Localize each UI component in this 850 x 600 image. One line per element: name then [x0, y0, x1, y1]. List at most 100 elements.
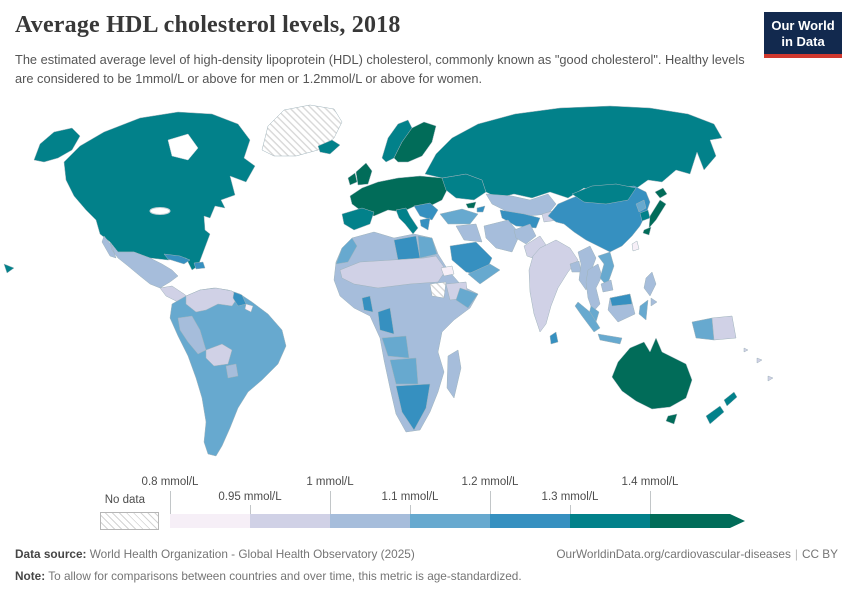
region-ireland[interactable] [347, 172, 358, 186]
legend-tick-mark-0 [170, 491, 171, 514]
region-guyana[interactable] [232, 291, 247, 307]
region-new-zealand[interactable] [705, 391, 738, 425]
note-line: Note: To allow for comparisons between c… [15, 568, 838, 585]
region-kazakhstan[interactable] [485, 193, 557, 217]
legend-tick-label-0: 0.8 mmol/L [141, 476, 199, 488]
legend-tick-label-4: 1.2 mmol/L [461, 476, 519, 488]
note-text: To allow for comparisons between countri… [45, 568, 522, 583]
region-thailand[interactable] [585, 263, 603, 313]
legend-segment-6[interactable] [650, 514, 730, 528]
region-cuba[interactable] [163, 253, 191, 265]
legend-segment-3[interactable] [410, 514, 490, 528]
legend-segment-1[interactable] [250, 514, 330, 528]
world-choropleth-map [3, 104, 774, 457]
region-ghana[interactable] [361, 295, 374, 313]
region-mongolia[interactable] [571, 183, 637, 205]
legend-no-data-label: No data [104, 494, 145, 506]
data-source-text: World Health Organization - Global Healt… [86, 547, 415, 561]
legend-tick-label-3: 1.1 mmol/L [381, 491, 439, 503]
region-afghanistan[interactable] [513, 223, 537, 245]
legend-tick-label-6: 1.4 mmol/L [621, 476, 679, 488]
region-uk[interactable] [355, 162, 373, 186]
region-philippines[interactable] [643, 271, 658, 307]
region-borneo-malaysia[interactable] [609, 293, 633, 307]
region-vietnam-laos[interactable] [597, 251, 615, 287]
legend-tick-label-5: 1.3 mmol/L [541, 491, 599, 503]
region-paraguay[interactable] [225, 363, 239, 379]
owid-logo-line2: in Data [781, 33, 825, 49]
region-colombia-venezuela[interactable] [185, 287, 239, 313]
region-taiwan[interactable] [631, 240, 640, 252]
legend-tick-label-2: 1 mmol/L [306, 476, 354, 488]
region-spain-portugal[interactable] [341, 207, 375, 231]
region-italy[interactable] [395, 207, 419, 235]
region-japan[interactable] [642, 187, 668, 236]
chart-footer: Data source: World Health Organization -… [15, 546, 838, 584]
region-georgia[interactable] [465, 201, 477, 209]
great-lakes [149, 207, 171, 215]
region-pacific-islands[interactable] [743, 347, 774, 382]
legend-arrow [730, 514, 745, 528]
page-title: Average HDL cholesterol levels, 2018 [15, 12, 401, 38]
region-libya[interactable] [393, 235, 421, 261]
legend-tick-mark-3 [410, 505, 411, 514]
region-north-america[interactable] [3, 111, 256, 274]
region-syria-iraq[interactable] [455, 223, 483, 243]
region-greenland[interactable] [261, 104, 343, 157]
region-greece[interactable] [419, 217, 431, 231]
region-angola[interactable] [381, 335, 410, 359]
region-indonesia[interactable] [574, 299, 715, 345]
region-namibia-botswana[interactable] [389, 357, 419, 385]
region-papua-new-guinea[interactable] [711, 315, 737, 341]
region-south-sudan[interactable] [429, 281, 447, 299]
legend-tick-mark-1 [250, 505, 251, 514]
region-morocco[interactable] [335, 237, 358, 265]
note-label: Note: [15, 568, 46, 583]
region-australia[interactable] [611, 337, 693, 425]
legend-tick-label-1: 0.95 mmol/L [218, 491, 282, 503]
region-sahel[interactable] [339, 255, 447, 289]
map-legend: No data 0.8 mmol/L 0.95 mmol/L 1 mmol/L 1.1 … [0, 470, 850, 538]
footer-separator: | [794, 547, 798, 561]
legend-tick-mark-6 [650, 491, 651, 514]
legend-tick-mark-2 [330, 491, 331, 514]
region-central-asia[interactable] [499, 209, 541, 229]
region-mexico[interactable] [101, 235, 179, 289]
region-iceland[interactable] [317, 139, 341, 155]
region-somalia[interactable] [455, 287, 479, 309]
region-turkey[interactable] [439, 208, 479, 225]
legend-segment-5[interactable] [570, 514, 650, 528]
region-azerbaijan[interactable] [476, 205, 486, 213]
owid-logo-line1: Our World [771, 18, 835, 33]
legend-segment-2[interactable] [330, 514, 410, 528]
footer-links: OurWorldinData.org/cardiovascular-diseas… [556, 546, 838, 563]
owid-logo[interactable]: Our World in Data [764, 12, 842, 59]
region-sri-lanka[interactable] [549, 331, 559, 345]
hudson-bay [167, 133, 199, 161]
region-eritrea[interactable] [440, 265, 455, 277]
region-suriname[interactable] [244, 303, 254, 313]
data-source-label: Data source: [15, 547, 87, 561]
region-cameroon-gabon[interactable] [377, 307, 395, 335]
region-peru[interactable] [177, 315, 207, 355]
region-balkans[interactable] [413, 202, 439, 221]
region-madagascar[interactable] [446, 349, 462, 399]
chart-subtitle: The estimated average level of high-dens… [15, 52, 745, 87]
region-hispaniola[interactable] [193, 261, 206, 270]
data-source-line: Data source: World Health Organization -… [15, 546, 415, 563]
region-sweden-finland[interactable] [393, 121, 437, 163]
legend-segment-4[interactable] [490, 514, 570, 528]
license-link[interactable]: CC BY [801, 547, 838, 561]
legend-no-data-swatch[interactable] [100, 512, 159, 530]
region-south-africa[interactable] [395, 383, 431, 431]
region-yemen-oman[interactable] [467, 263, 501, 285]
region-iran[interactable] [483, 219, 521, 253]
owid-url-link[interactable]: OurWorldinData.org/cardiovascular-diseas… [556, 547, 791, 561]
region-north-korea[interactable] [635, 199, 647, 213]
region-egypt[interactable] [417, 235, 438, 259]
region-cambodia[interactable] [600, 279, 614, 293]
legend-segment-0[interactable] [170, 514, 250, 528]
region-india[interactable] [528, 239, 579, 333]
region-bolivia[interactable] [205, 343, 233, 367]
